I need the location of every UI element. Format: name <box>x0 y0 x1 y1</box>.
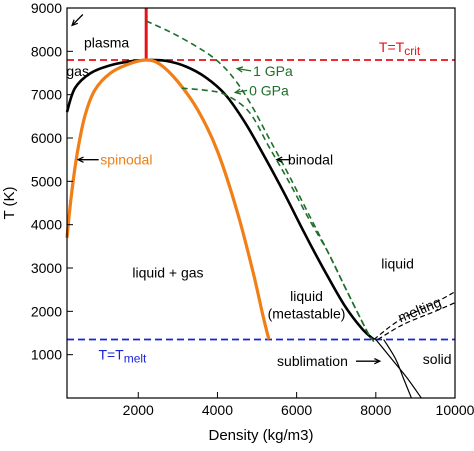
gas-label: gas <box>66 63 89 79</box>
t-crit-label: T=Tcrit <box>379 39 421 58</box>
y-tick-label: 4000 <box>31 217 62 233</box>
liquid-region-label: liquid <box>381 256 414 272</box>
melting-curve-5 <box>377 302 456 341</box>
y-tick-label: 8000 <box>31 43 62 59</box>
y-tick-label: 2000 <box>31 303 62 319</box>
x-axis-label: Density (kg/m3) <box>208 427 313 444</box>
x-tick-label: 6000 <box>281 402 312 418</box>
plasma-label: plasma <box>84 35 129 51</box>
isobar-1gpa-label: 1 GPa <box>253 63 293 79</box>
y-tick-label: 7000 <box>31 87 62 103</box>
t-melt-label: T=Tmelt <box>98 347 147 366</box>
plasma-arrow <box>71 14 84 27</box>
melting-label: melting <box>396 294 444 326</box>
sublimation-curve-6 <box>375 339 422 399</box>
y-axis-label: T (K) <box>1 186 18 219</box>
liquid-gas-region-label: liquid + gas <box>132 264 203 280</box>
isobar-0gpa-arrow <box>233 88 248 95</box>
y-tick-label: 3000 <box>31 260 62 276</box>
binodal-arrow <box>275 156 291 163</box>
y-tick-label: 6000 <box>31 130 62 146</box>
x-tick-label: 8000 <box>360 402 391 418</box>
binodal-curve-0 <box>65 58 375 341</box>
y-tick-label: 1000 <box>31 347 62 363</box>
solid-label: solid <box>423 351 452 367</box>
x-tick-label: 10000 <box>436 402 474 418</box>
sublimation-label: sublimation <box>277 353 348 369</box>
0-gpa-curve-3 <box>181 87 375 342</box>
plot-frame <box>66 7 456 399</box>
isobar-1gpa-arrow <box>235 66 252 73</box>
sublimation-arrow <box>356 357 382 365</box>
isobar-0gpa-label: 0 GPa <box>249 82 289 98</box>
y-tick-label: 5000 <box>31 173 62 189</box>
melting-curve-4 <box>373 291 456 340</box>
1-gpa-curve-2 <box>145 20 375 343</box>
spinodal-arrow <box>76 156 99 163</box>
spinodal-curve-1 <box>65 58 271 340</box>
x-tick-label: 2000 <box>123 402 154 418</box>
sublimation-curve-7 <box>383 339 412 399</box>
y-tick-label: 9000 <box>31 0 62 16</box>
binodal-label: binodal <box>288 152 333 168</box>
metastable-qualifier-label: (metastable) <box>268 306 346 322</box>
x-tick-label: 4000 <box>202 402 233 418</box>
metastable-liquid-label: liquid <box>290 288 323 304</box>
spinodal-label: spinodal <box>100 152 152 168</box>
